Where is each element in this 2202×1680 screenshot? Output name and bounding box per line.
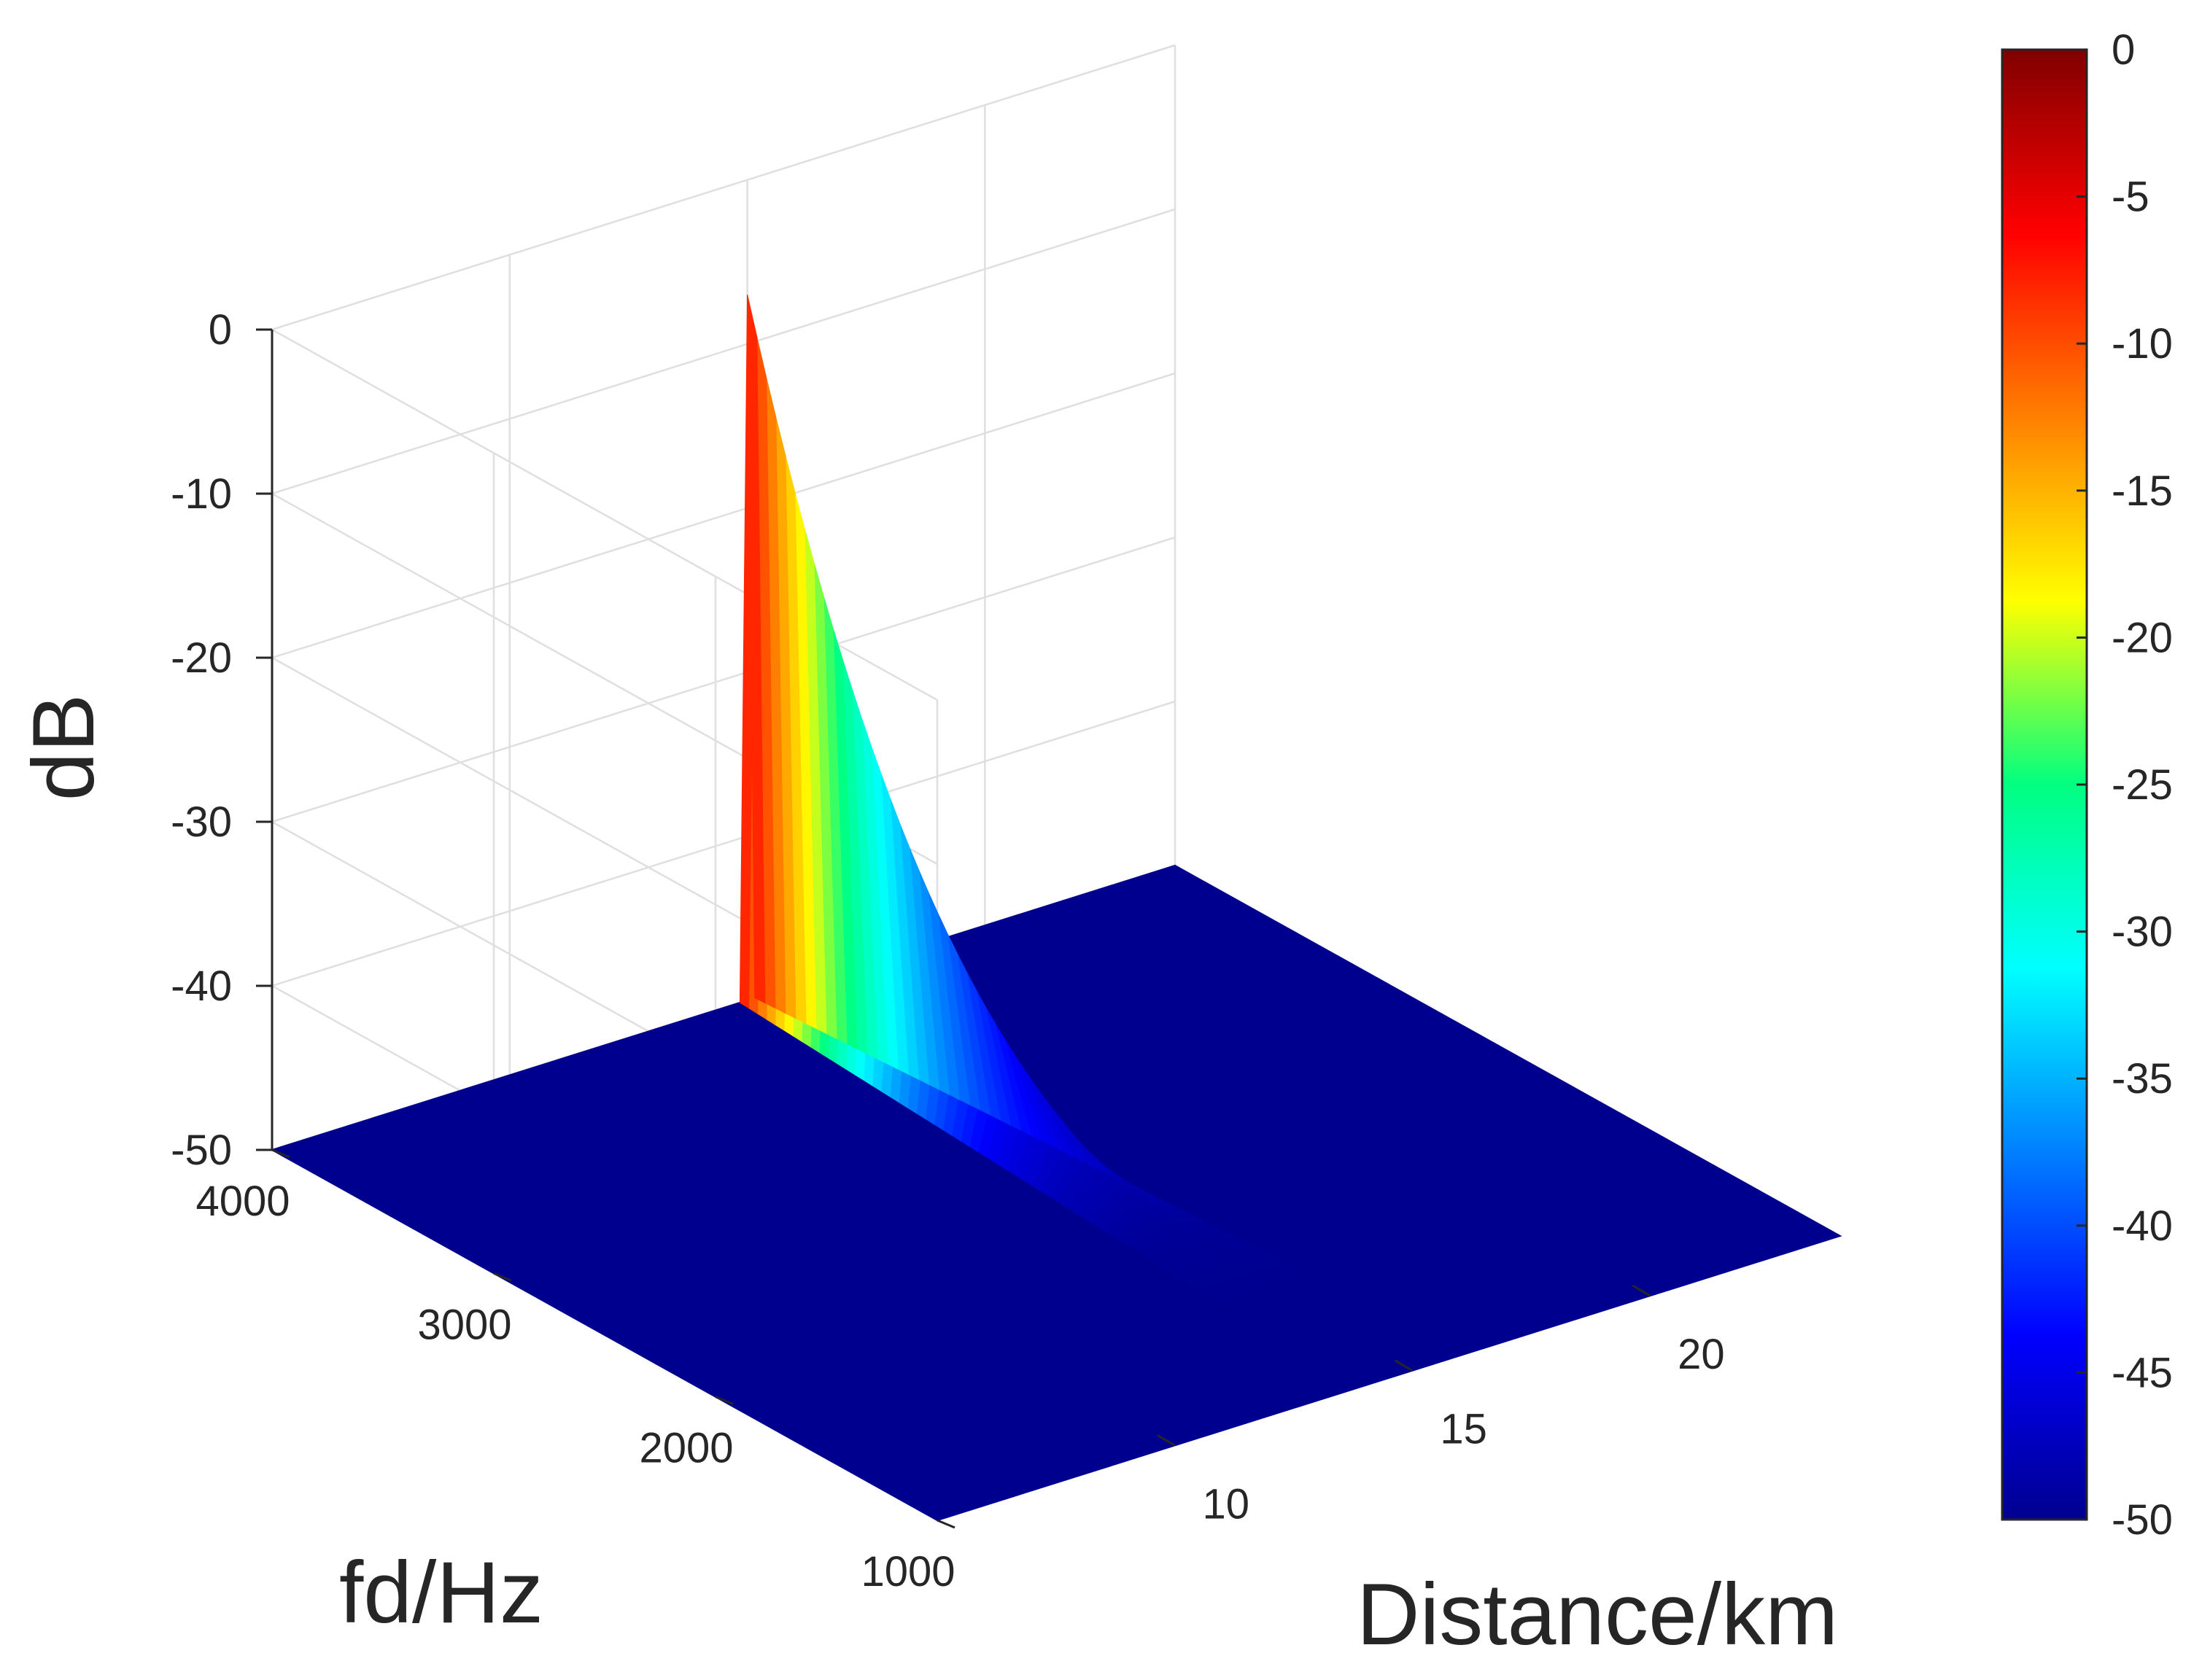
colorbar-tick-label: -15 [2112, 467, 2173, 515]
colorbar-ticks: 0 -5 -10 -15 -20 -25 -30 -35 -40 -45 -50 [2077, 26, 2173, 1544]
y-tick-label: 4000 [195, 1178, 290, 1225]
z-tick-label: -20 [171, 634, 232, 682]
x-tick [1632, 1284, 1651, 1297]
colorbar-tick-label: -5 [2112, 174, 2149, 221]
colorbar-tick-label: -45 [2112, 1349, 2173, 1396]
axes: 0 -10 -20 -30 -40 -50 1000 2000 3000 4000 10 15 20 [171, 306, 1724, 1595]
y-tick [493, 1272, 512, 1282]
y-tick [715, 1396, 734, 1406]
colorbar-tick-label: -35 [2112, 1055, 2173, 1102]
x-axis-label: Distance/km [1357, 1566, 1838, 1663]
colorbar-tick-label: -25 [2112, 761, 2173, 809]
y-tick [937, 1519, 955, 1529]
colorbar-tick-label: -30 [2112, 909, 2173, 956]
colorbar-tick-label: -40 [2112, 1202, 2173, 1250]
x-tick [1157, 1434, 1176, 1447]
x-tick-label: 15 [1440, 1406, 1487, 1453]
x-tick [1394, 1359, 1414, 1372]
y-tick [271, 1148, 290, 1159]
colorbar-tick-label: 0 [2112, 26, 2135, 74]
z-tick-label: -40 [171, 962, 232, 1010]
y-axis-label: fd/Hz [339, 1544, 543, 1641]
colorbar [2001, 48, 2088, 1521]
grid-line-z [271, 44, 1176, 331]
x-tick-label: 10 [1203, 1480, 1250, 1528]
z-tick-label: -10 [171, 470, 232, 518]
colorbar-tick-label: -50 [2112, 1496, 2173, 1544]
surface-peak [739, 295, 1371, 1335]
z-tick-label: -50 [171, 1127, 232, 1174]
y-tick-label: 2000 [639, 1425, 733, 1472]
z-axis-label: dB [15, 694, 112, 801]
grid-line-z [271, 536, 1176, 823]
grid-line-z [271, 208, 1176, 495]
y-tick-label: 1000 [861, 1548, 955, 1595]
grid-line-z [271, 372, 1176, 659]
colorbar-tick-label: -20 [2112, 614, 2173, 661]
z-tick-label: -30 [171, 798, 232, 846]
x-tick-label: 20 [1678, 1331, 1725, 1378]
surface-peak-facet [747, 295, 766, 1004]
colorbar-tick-label: -10 [2112, 320, 2173, 368]
grid-line-z [271, 700, 1176, 987]
z-tick-label: 0 [209, 306, 232, 354]
y-tick-label: 3000 [417, 1301, 511, 1348]
